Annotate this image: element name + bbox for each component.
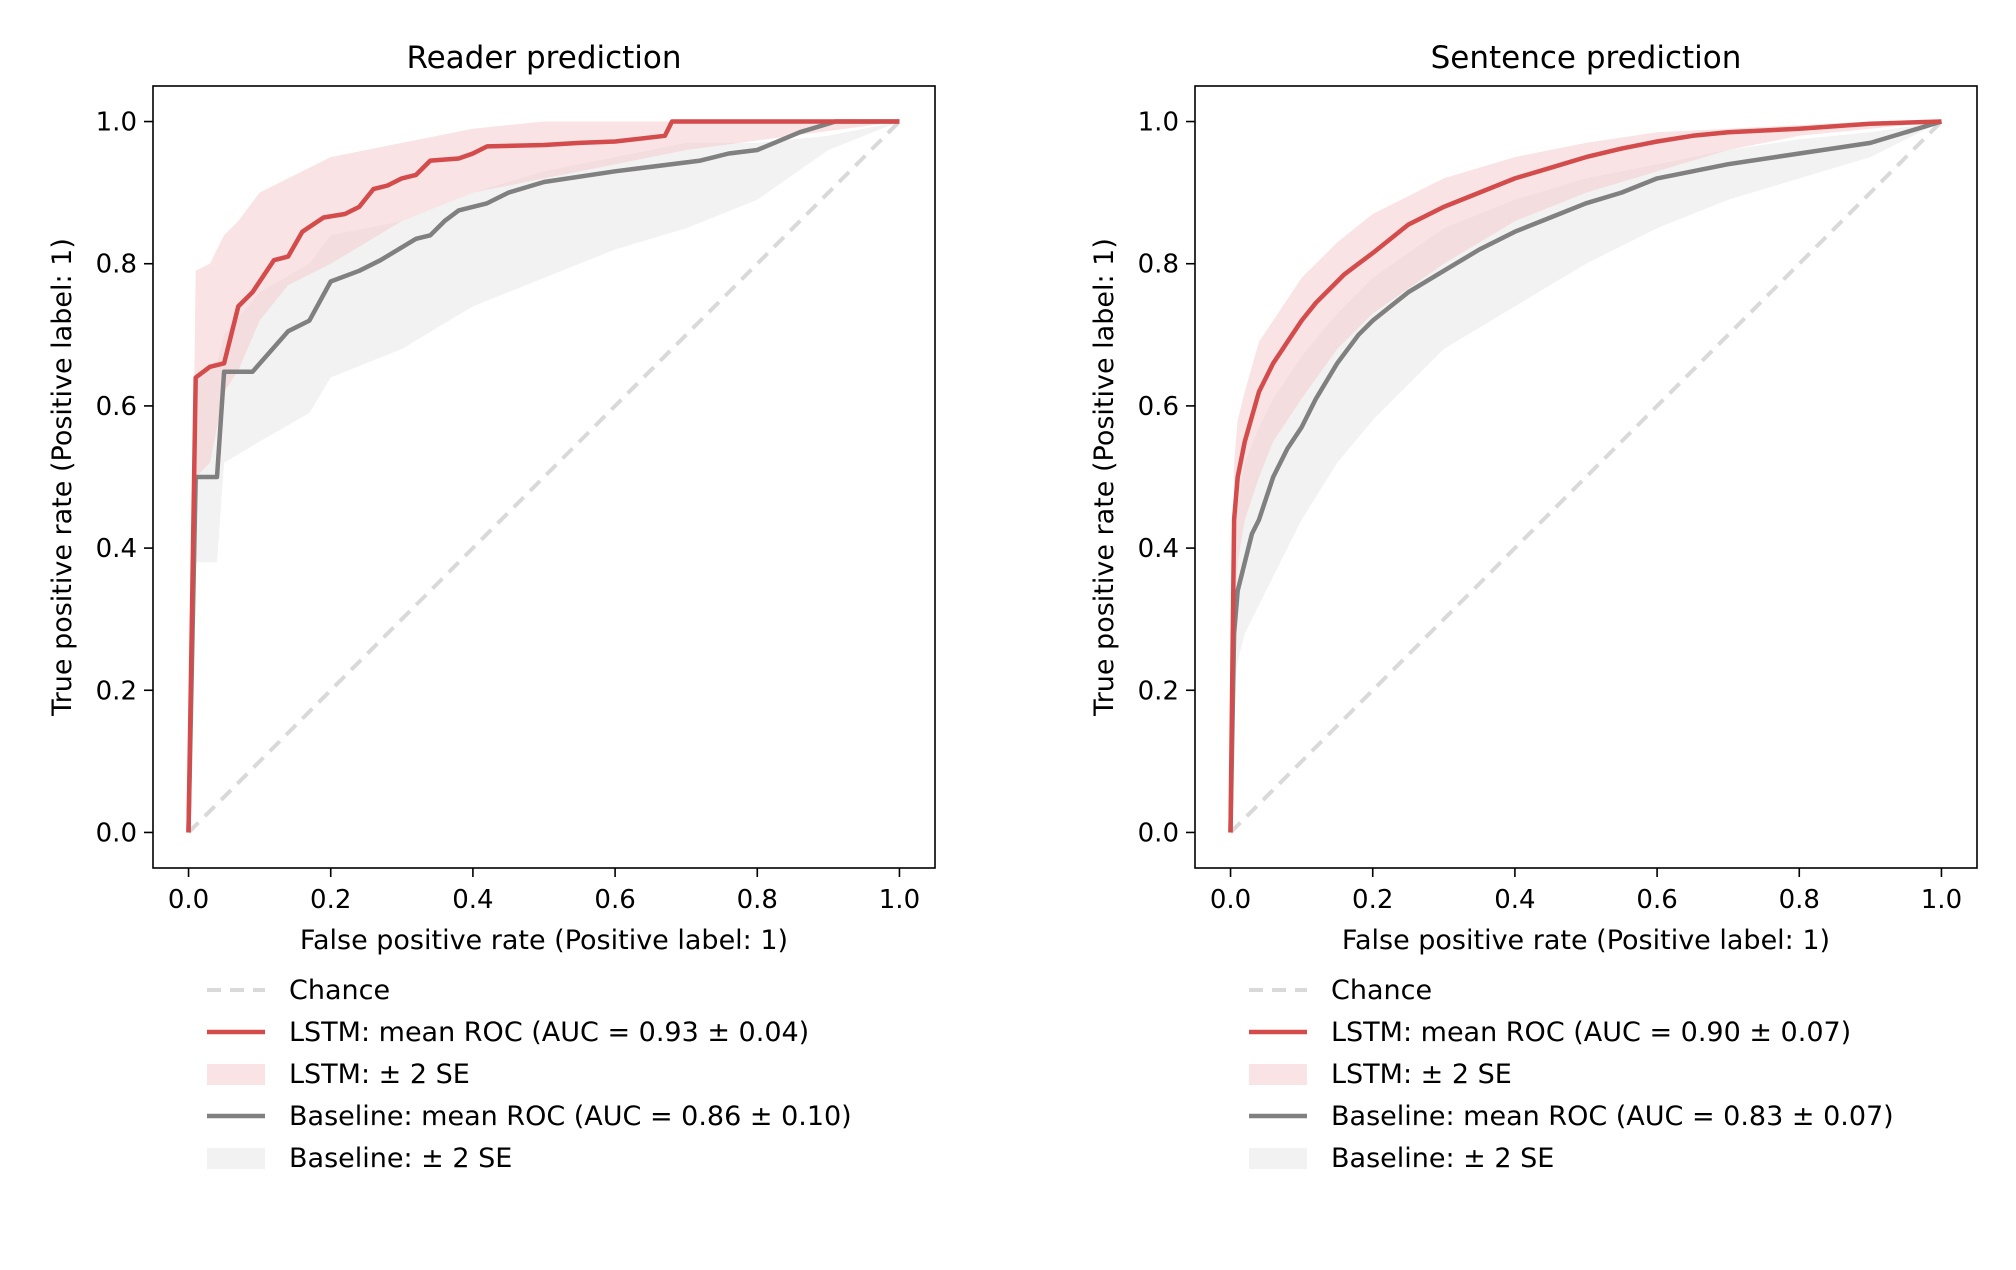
- legend-lstm-se-label: LSTM: ± 2 SE: [1331, 1059, 1512, 1090]
- baseline-se-band: [188, 121, 900, 833]
- y-tick-label: 0.4: [96, 534, 137, 564]
- legend-baseline-se-swatch: [1249, 1148, 1307, 1169]
- y-tick-label: 1.0: [1138, 108, 1179, 138]
- legend-lstm-mean-roc-label: LSTM: mean ROC (AUC = 0.93 ± 0.04): [289, 1017, 809, 1048]
- y-tick-label: 0.8: [96, 250, 137, 280]
- legend-lstm-mean-roc-label: LSTM: mean ROC (AUC = 0.90 ± 0.07): [1331, 1017, 1851, 1048]
- x-tick-label: 0.6: [594, 885, 635, 915]
- x-tick-label: 0.0: [1210, 885, 1251, 915]
- x-tick-label: 1.0: [1921, 885, 1962, 915]
- x-tick-label: 0.2: [1352, 885, 1393, 915]
- lstm-se-band: [188, 121, 900, 833]
- lstm-mean-roc-line: [1228, 119, 1942, 833]
- y-tick-label: 0.6: [1138, 392, 1179, 422]
- x-tick-label: 0.8: [737, 885, 778, 915]
- x-tick-label: 0.4: [1494, 885, 1535, 915]
- y-tick-label: 0.0: [1138, 818, 1179, 848]
- y-tick-label: 1.0: [96, 108, 137, 138]
- x-axis-label: False positive rate (Positive label: 1): [1342, 925, 1830, 956]
- y-tick-label: 0.6: [96, 392, 137, 422]
- x-tick-label: 0.2: [310, 885, 351, 915]
- x-axis-label: False positive rate (Positive label: 1): [300, 925, 788, 956]
- plot-frame: [1194, 85, 1978, 869]
- legend-lstm-se-swatch: [1249, 1064, 1307, 1085]
- legend-lstm-se-label: LSTM: ± 2 SE: [289, 1059, 470, 1090]
- legend-baseline-se-label: Baseline: ± 2 SE: [289, 1143, 512, 1174]
- y-tick-label: 0.0: [96, 818, 137, 848]
- legend-baseline-se-swatch: [207, 1148, 265, 1169]
- chance-line: [187, 120, 901, 834]
- y-tick-label: 0.2: [1138, 676, 1179, 706]
- y-axis-label: True positive rate (Positive label: 1): [1089, 238, 1120, 717]
- legend-baseline-mean-roc-label: Baseline: mean ROC (AUC = 0.83 ± 0.07): [1331, 1101, 1894, 1132]
- legend-chance-label: Chance: [1331, 975, 1432, 1006]
- legend-baseline-mean-roc-label: Baseline: mean ROC (AUC = 0.86 ± 0.10): [289, 1101, 852, 1132]
- baseline-mean-roc-line: [186, 119, 900, 833]
- plot-frame: [152, 85, 936, 869]
- x-tick-label: 0.8: [1779, 885, 1820, 915]
- chart-title: Reader prediction: [406, 40, 681, 76]
- chance-line: [1229, 120, 1943, 834]
- legend-chance-label: Chance: [289, 975, 390, 1006]
- y-tick-label: 0.8: [1138, 250, 1179, 280]
- y-axis-label: True positive rate (Positive label: 1): [47, 238, 78, 717]
- baseline-mean-roc-line: [1228, 119, 1943, 833]
- x-tick-label: 1.0: [879, 885, 920, 915]
- x-tick-label: 0.0: [168, 885, 209, 915]
- x-tick-label: 0.6: [1636, 885, 1677, 915]
- legend-lstm-se-swatch: [207, 1064, 265, 1085]
- y-tick-label: 0.4: [1138, 534, 1179, 564]
- reader-prediction-panel: 0.0 0.2 0.4 0.6 0.8 1.0 0.0 0.2 0.4 0.6 0.8 1.0 Read…: [47, 40, 936, 1174]
- legend-baseline-se-label: Baseline: ± 2 SE: [1331, 1143, 1554, 1174]
- y-tick-label: 0.2: [96, 676, 137, 706]
- lstm-mean-roc-line: [186, 119, 900, 833]
- x-tick-label: 0.4: [452, 885, 493, 915]
- chart-title: Sentence prediction: [1431, 40, 1742, 76]
- baseline-se-band: [1230, 121, 1942, 833]
- sentence-prediction-panel: 0.0 0.2 0.4 0.6 0.8 1.0 0.0 0.2 0.4 0.6 0.8 1.0 Sent…: [1089, 40, 1978, 1174]
